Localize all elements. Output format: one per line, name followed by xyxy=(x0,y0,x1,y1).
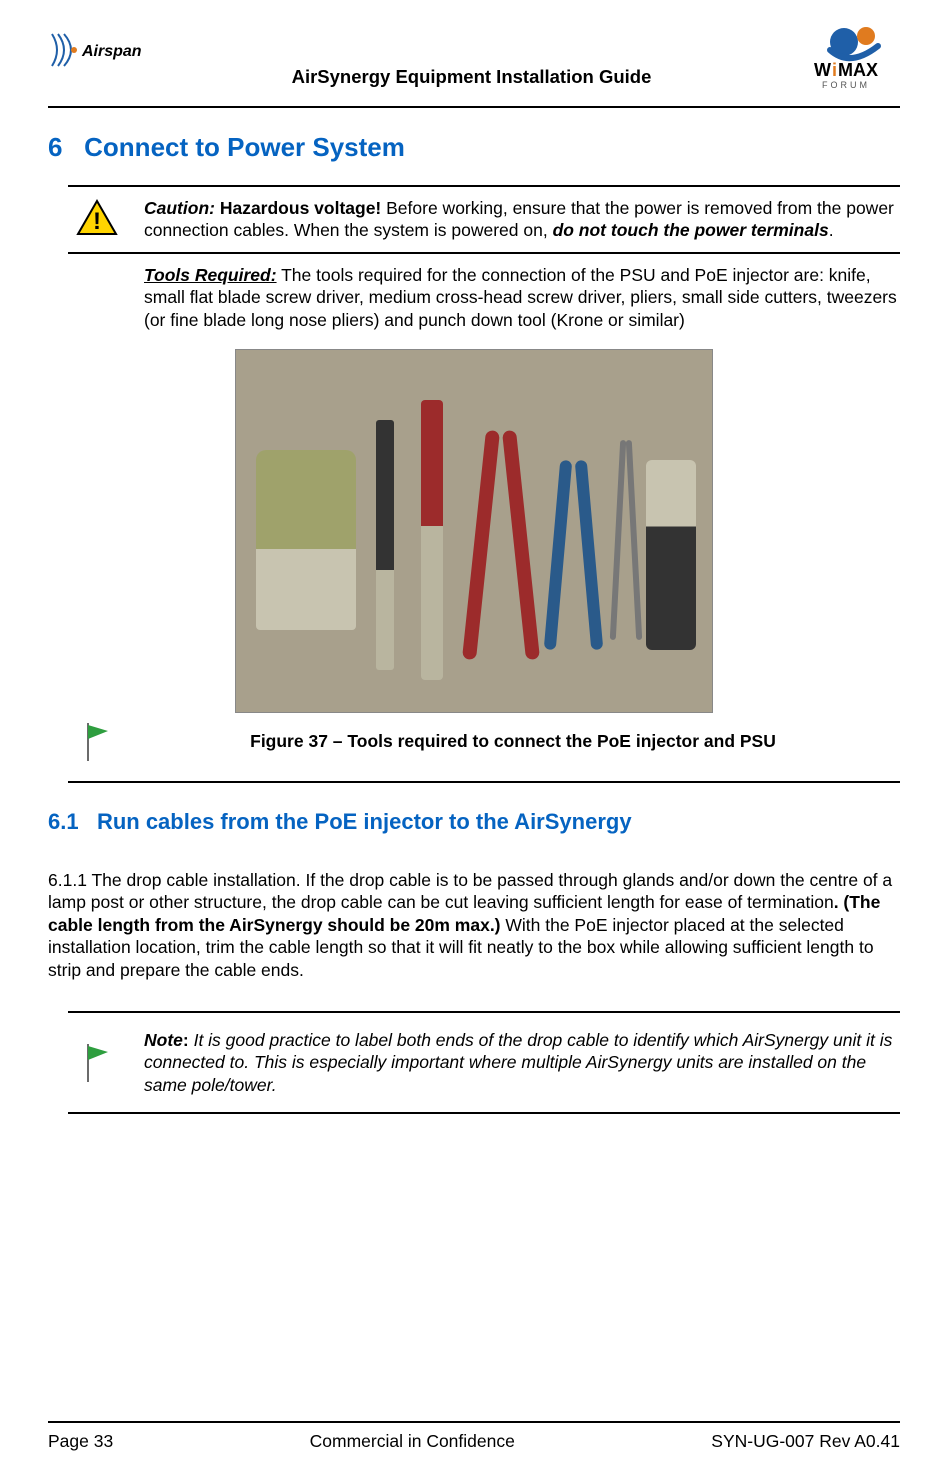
caution-bold-tail: do not touch the power terminals xyxy=(553,220,829,240)
caution-text: Caution: Hazardous voltage! Before worki… xyxy=(144,197,900,242)
caution-callout: ! Caution: Hazardous voltage! Before wor… xyxy=(68,185,900,254)
flag-icon xyxy=(68,1029,126,1096)
note-body-text: It is good practice to label both ends o… xyxy=(144,1030,892,1095)
page-header: Airspan AirSynergy Equipment Installatio… xyxy=(48,20,900,92)
footer-rule xyxy=(48,1421,900,1423)
para-6-1-1: 6.1.1 The drop cable installation. If th… xyxy=(48,869,900,981)
svg-text:W: W xyxy=(814,60,831,80)
caution-body2: . xyxy=(829,220,834,240)
tools-text: Tools Required: The tools required for t… xyxy=(144,264,900,331)
section-heading: 6 Connect to Power System xyxy=(48,132,900,163)
header-rule xyxy=(48,106,900,108)
caution-bold-lead: Hazardous voltage! xyxy=(215,198,381,218)
svg-text:FORUM: FORUM xyxy=(822,80,870,90)
svg-text:i: i xyxy=(832,60,837,80)
para611-lead: 6.1.1 The drop cable installation. If th… xyxy=(48,870,892,912)
caution-label: Caution: xyxy=(144,198,215,218)
footer-page: Page 33 xyxy=(48,1431,113,1452)
figure-caption-row: Figure 37 – Tools required to connect th… xyxy=(68,719,900,783)
section-title: Connect to Power System xyxy=(84,132,405,162)
tools-figure xyxy=(48,349,900,713)
tool-tweezers xyxy=(611,440,641,640)
airspan-logo-text: Airspan xyxy=(81,43,142,60)
subsection-heading: 6.1 Run cables from the PoE injector to … xyxy=(48,809,900,835)
tool-side-cutters xyxy=(546,460,601,650)
footer-docid: SYN-UG-007 Rev A0.41 xyxy=(711,1431,900,1452)
caution-icon: ! xyxy=(68,197,126,242)
note-text: Note: It is good practice to label both … xyxy=(144,1029,900,1096)
section-number: 6 xyxy=(48,132,62,162)
wimax-logo: W i MAX FORUM xyxy=(800,20,900,92)
tools-callout-spacer xyxy=(68,264,126,331)
flag-icon xyxy=(68,719,126,763)
doc-title: AirSynergy Equipment Installation Guide xyxy=(143,20,800,88)
svg-text:MAX: MAX xyxy=(838,60,878,80)
svg-text:!: ! xyxy=(93,208,101,235)
note-callout: Note: It is good practice to label both … xyxy=(68,1011,900,1114)
subsection-number: 6.1 xyxy=(48,809,79,834)
tools-photo xyxy=(235,349,713,713)
tool-punchdown xyxy=(646,460,696,650)
tool-pliers xyxy=(466,430,536,660)
footer-row: Page 33 Commercial in Confidence SYN-UG-… xyxy=(48,1431,900,1452)
tools-label: Tools Required: xyxy=(144,265,277,285)
airspan-logo: Airspan xyxy=(48,20,143,80)
note-label: Note xyxy=(144,1030,183,1050)
tool-crosshead-screwdriver xyxy=(421,400,443,680)
subsection-title: Run cables from the PoE injector to the … xyxy=(97,809,632,834)
tools-callout: Tools Required: The tools required for t… xyxy=(68,254,900,335)
page: Airspan AirSynergy Equipment Installatio… xyxy=(0,0,948,1482)
tool-knife xyxy=(256,450,356,630)
figure-caption: Figure 37 – Tools required to connect th… xyxy=(126,731,900,752)
page-footer: Page 33 Commercial in Confidence SYN-UG-… xyxy=(48,1421,900,1452)
footer-confidentiality: Commercial in Confidence xyxy=(310,1431,515,1452)
tool-flat-screwdriver xyxy=(376,420,394,670)
